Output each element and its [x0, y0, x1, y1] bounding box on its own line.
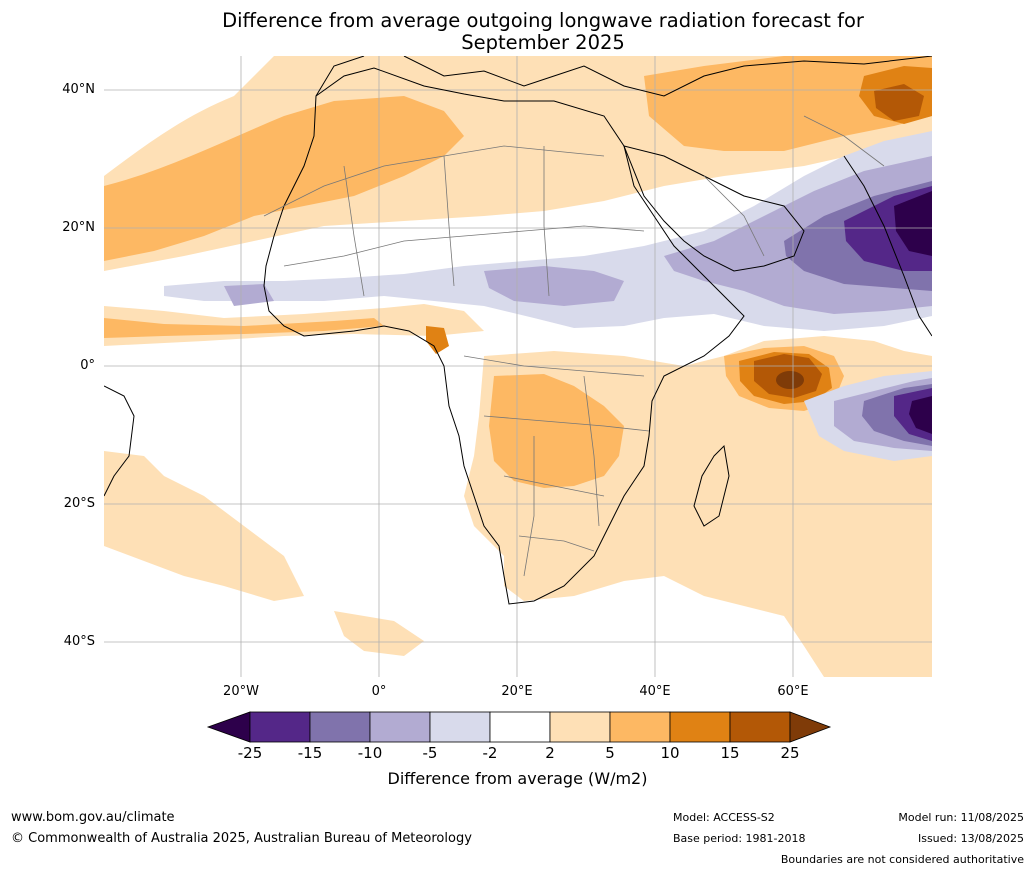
colorbar-bin-neg-25	[249, 711, 311, 743]
graticule	[104, 56, 932, 677]
colorbar-tick: 2	[545, 744, 555, 762]
model-name: Model: ACCESS-S2	[673, 811, 775, 824]
colorbar-min-extend	[206, 711, 251, 743]
colorbar	[206, 711, 832, 743]
lat-label-40s: 40°S	[63, 634, 95, 649]
lon-label-20w: 20°W	[223, 684, 259, 699]
title-line-2: September 2025	[461, 31, 625, 54]
map-canvas	[104, 56, 932, 677]
colorbar-label: Difference from average (W/m2)	[387, 769, 648, 788]
model-run-date: Model run: 11/08/2025	[898, 811, 1024, 824]
colorbar-bin-pos-2	[549, 711, 611, 743]
colorbar-tick: 25	[780, 744, 800, 762]
copyright-text: © Commonwealth of Australia 2025, Austra…	[11, 831, 472, 846]
country-borders	[263, 115, 885, 577]
colorbar-bin-neg-15	[309, 711, 371, 743]
anomaly-shading-neg-25	[894, 191, 932, 434]
colorbar-bin-neutral	[489, 711, 551, 743]
boundaries-disclaimer: Boundaries are not considered authoritat…	[780, 853, 1024, 866]
lon-label-60e: 60°E	[777, 684, 809, 699]
colorbar-bin-pos-10	[669, 711, 731, 743]
lat-label-20s: 20°S	[63, 496, 95, 511]
colorbar-bin-pos-5	[609, 711, 671, 743]
coastlines	[104, 56, 932, 605]
lon-label-20e: 20°E	[501, 684, 533, 699]
lon-label-40e: 40°E	[639, 684, 671, 699]
colorbar-tick: 15	[720, 744, 740, 762]
lat-label-20n: 20°N	[62, 220, 95, 235]
title-line-1: Difference from average outgoing longwav…	[222, 9, 864, 32]
colorbar-bin-neg-10	[369, 711, 431, 743]
colorbar-tick: -15	[297, 744, 323, 762]
colorbar-tick: -5	[422, 744, 438, 762]
base-period: Base period: 1981-2018	[673, 832, 806, 845]
lon-label-0: 0°	[371, 684, 387, 699]
colorbar-tick: -2	[482, 744, 498, 762]
lat-label-40n: 40°N	[62, 82, 95, 97]
issued-date: Issued: 13/08/2025	[917, 832, 1024, 845]
anomaly-shading-pos-25	[776, 371, 804, 389]
website-link[interactable]: www.bom.gov.au/climate	[11, 810, 175, 825]
colorbar-bin-neg-5	[429, 711, 491, 743]
colorbar-tick: 10	[660, 744, 680, 762]
colorbar-tick: 5	[605, 744, 615, 762]
colorbar-tick: -10	[357, 744, 383, 762]
olr-anomaly-map	[104, 56, 932, 677]
map-title: Difference from average outgoing longwav…	[0, 10, 1035, 54]
colorbar-tick: -25	[237, 744, 263, 762]
lat-label-equator: 0°	[80, 358, 95, 373]
colorbar-bin-pos-15	[729, 711, 791, 743]
colorbar-max-extend	[789, 711, 832, 743]
